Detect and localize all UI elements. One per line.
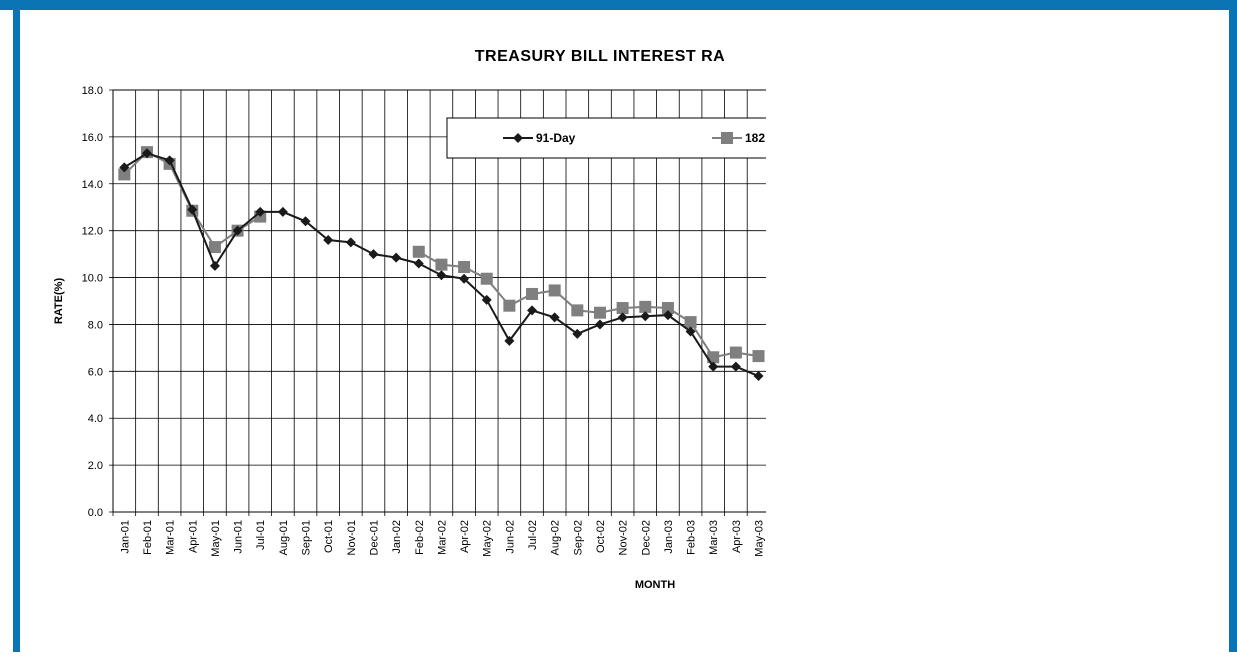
marker	[753, 371, 764, 382]
marker	[323, 235, 334, 246]
marker	[208, 241, 221, 254]
marker	[118, 168, 131, 181]
marker	[730, 361, 741, 372]
marker	[708, 361, 719, 372]
x-tick-label: Sep-02	[572, 520, 584, 555]
marker	[119, 162, 130, 173]
marker	[572, 328, 583, 339]
marker	[640, 311, 651, 322]
x-tick-label: Oct-01	[323, 520, 335, 553]
marker	[300, 216, 311, 227]
marker	[481, 294, 492, 305]
marker	[503, 299, 516, 312]
marker	[164, 155, 175, 166]
x-tick-label: Feb-01	[142, 520, 154, 555]
x-tick-label: Nov-01	[346, 520, 358, 555]
x-tick-label: Aug-01	[278, 520, 290, 555]
x-tick-label: Jul-02	[527, 520, 539, 550]
marker	[412, 245, 425, 258]
x-tick-label: Feb-02	[414, 520, 426, 555]
marker	[255, 206, 266, 217]
x-tick-label: Oct-02	[595, 520, 607, 553]
x-tick-label: Jul-01	[255, 520, 267, 550]
frame-right	[1229, 0, 1237, 652]
x-tick-label: Jan-01	[119, 520, 131, 554]
marker	[549, 312, 560, 323]
y-axis-label: RATE(%)	[53, 278, 65, 325]
frame-top	[0, 0, 1237, 10]
y-tick-label: 8.0	[88, 319, 103, 331]
marker	[345, 237, 356, 248]
x-tick-label: Apr-01	[187, 520, 199, 553]
marker	[752, 350, 765, 363]
marker	[684, 316, 697, 329]
x-tick-label: Mar-01	[165, 520, 177, 555]
x-tick-label: Jun-02	[504, 520, 516, 554]
marker	[413, 258, 424, 269]
marker	[459, 273, 470, 284]
x-tick-label: Apr-03	[731, 520, 743, 553]
y-tick-label: 14.0	[82, 179, 103, 191]
marker	[436, 270, 447, 281]
x-tick-label: Sep-01	[301, 520, 313, 555]
marker	[187, 204, 198, 215]
y-tick-label: 10.0	[82, 273, 103, 285]
x-tick-label: Mar-03	[708, 520, 720, 555]
marker	[504, 335, 515, 346]
marker	[527, 305, 538, 316]
y-tick-label: 18.0	[82, 85, 103, 97]
marker	[141, 148, 152, 159]
legend-label: 91-Day	[536, 131, 576, 145]
marker	[616, 302, 629, 315]
marker	[458, 261, 471, 274]
x-axis-label: MONTH	[635, 579, 675, 591]
y-tick-label: 0.0	[88, 507, 103, 519]
marker	[435, 258, 448, 271]
chart-title: TREASURY BILL INTEREST RA	[475, 48, 725, 65]
marker	[526, 287, 539, 300]
marker	[368, 249, 379, 260]
y-tick-label: 12.0	[82, 226, 103, 238]
x-tick-label: Aug-02	[550, 520, 562, 555]
marker	[209, 260, 220, 271]
marker	[639, 300, 652, 313]
marker	[232, 225, 243, 236]
x-tick-label: Jan-02	[391, 520, 403, 554]
x-tick-label: Mar-02	[436, 520, 448, 555]
marker	[513, 133, 523, 143]
y-tick-label: 2.0	[88, 460, 103, 472]
x-tick-label: May-02	[482, 520, 494, 557]
marker	[685, 326, 696, 337]
x-tick-label: Nov-02	[618, 520, 630, 555]
x-tick-label: Jun-01	[233, 520, 245, 554]
x-tick-label: May-01	[210, 520, 222, 557]
marker	[277, 206, 288, 217]
x-tick-label: Dec-01	[368, 520, 380, 555]
x-tick-label: Jan-03	[663, 520, 675, 554]
y-tick-label: 6.0	[88, 366, 103, 378]
marker	[391, 252, 402, 263]
marker	[662, 310, 673, 321]
marker	[593, 306, 606, 319]
marker	[617, 312, 628, 323]
marker	[721, 132, 733, 144]
marker	[571, 304, 584, 317]
y-tick-label: 16.0	[82, 132, 103, 144]
legend-label: 182	[745, 131, 765, 145]
marker	[594, 319, 605, 330]
x-tick-label: Dec-02	[640, 520, 652, 555]
y-tick-label: 4.0	[88, 413, 103, 425]
marker	[480, 272, 493, 285]
x-tick-label: May-03	[754, 520, 766, 557]
x-tick-label: Apr-02	[459, 520, 471, 553]
plot: TREASURY BILL INTEREST RA MONTH RATE(%) …	[53, 48, 766, 591]
plot-area	[112, 89, 766, 513]
marker	[661, 302, 674, 315]
marker	[548, 284, 561, 297]
x-tick-label: Feb-03	[686, 520, 698, 555]
marker	[729, 346, 742, 359]
frame-left	[13, 0, 20, 652]
